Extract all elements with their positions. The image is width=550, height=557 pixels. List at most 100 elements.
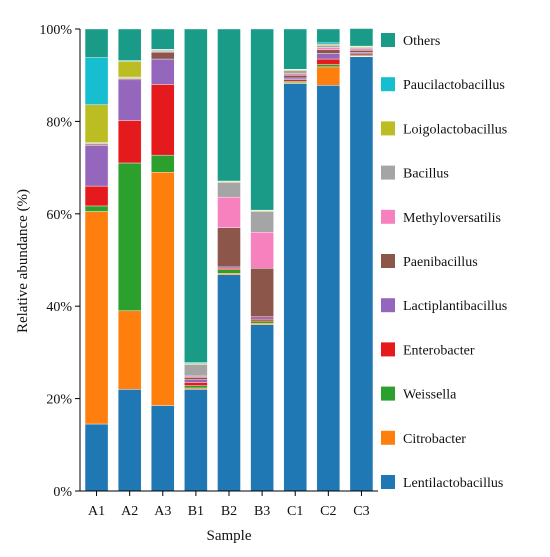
bars-layer [85,29,373,491]
legend-label: Enterobacter [403,343,475,358]
bar-segment [151,172,174,405]
bar-segment [85,145,108,186]
bar-segment [85,105,108,143]
bar-stack-C2 [317,29,340,491]
y-tick-label: 40% [46,300,72,315]
bar-segment [350,29,373,47]
bar-segment [85,29,108,58]
bar-segment [151,84,174,155]
bar-segment [184,386,207,388]
x-tick-label: B1 [188,504,204,519]
bar-segment [118,29,141,60]
bar-segment [251,323,274,324]
bar-segment [151,29,174,49]
legend-swatch [381,387,395,401]
legend-label: Bacillus [403,167,449,182]
bar-segment [118,163,141,311]
legend-label: Lentilactobacillus [403,476,503,491]
bar-segment [251,317,274,319]
bar-segment [184,377,207,379]
bar-segment [184,380,207,383]
bar-segment [350,57,373,491]
legend-item: Loigolactobacillus [381,121,507,137]
legend-label: Paenibacillus [403,255,478,270]
bar-stack-C1 [284,29,307,491]
bar-stack-B1 [184,29,207,491]
x-tick-label: C2 [320,504,336,519]
legend-swatch [381,475,395,489]
bar-segment [317,29,340,43]
bar-segment [85,424,108,491]
bar-segment [118,389,141,491]
bar-segment [151,50,174,51]
bar-segment [251,211,274,232]
x-tick-label: B3 [254,504,270,519]
y-tick-label: 80% [46,115,72,130]
bar-stack-B3 [251,29,274,491]
bar-segment [218,197,241,227]
y-tick-label: 0% [53,485,72,500]
legend-label: Paucilactobacillus [403,78,505,93]
bar-stack-A3 [151,29,174,491]
x-tick-label: A3 [154,504,171,519]
bar-segment [317,53,340,59]
bar-segment [284,81,307,82]
legend-item: Paenibacillus [381,254,478,270]
y-tick-labels: 0%20%40%60%80%100% [39,23,80,500]
bar-segment [218,228,241,267]
x-tick-label: C3 [353,504,369,519]
bar-segment [218,273,241,274]
legend-swatch [381,77,395,91]
bar-segment [251,321,274,323]
bar-stack-C3 [350,29,373,491]
legend-item: Weissella [381,387,457,403]
legend-swatch [381,121,395,135]
bar-segment [284,75,307,78]
bar-segment [218,29,241,181]
y-axis-title: Relative abundance (%) [15,189,31,333]
bar-segment [317,45,340,47]
y-tick-label: 60% [46,208,72,223]
legend-swatch [381,166,395,180]
bar-segment [151,52,174,59]
bar-segment [284,80,307,81]
bar-segment [251,232,274,268]
bar-segment [218,182,241,197]
bar-segment [118,311,141,390]
bar-segment [85,186,108,206]
x-tick-label: A2 [121,504,138,519]
bar-segment [350,49,373,50]
legend-swatch [381,33,395,47]
bar-segment [85,144,108,145]
bar-segment [251,319,274,321]
bar-segment [350,54,373,55]
legend-swatch [381,254,395,268]
legend-item: Citrobacter [381,431,466,447]
legend-label: Loigolactobacillus [403,122,507,137]
bar-segment [85,211,108,424]
bar-segment [118,61,141,77]
x-axis-title: Sample [207,528,252,544]
bar-segment [350,50,373,52]
y-tick-label: 20% [46,393,72,408]
bar-segment [251,325,274,491]
bar-segment [118,80,141,121]
bar-segment [85,58,108,105]
bar-segment [350,53,373,54]
bar-segment [317,43,340,44]
bar-segment [251,268,274,317]
bar-segment [184,376,207,377]
bar-stack-A1 [85,29,108,491]
legend-swatch [381,431,395,445]
legend-swatch [381,342,395,356]
legend-label: Weissella [403,388,457,403]
bar-segment [184,29,207,363]
legend-item: Lactiplantibacillus [381,298,507,314]
bar-stack-B2 [218,29,241,491]
bar-segment [218,268,241,269]
legend-item: Enterobacter [381,342,475,358]
bar-segment [118,120,141,163]
bar-segment [151,59,174,84]
